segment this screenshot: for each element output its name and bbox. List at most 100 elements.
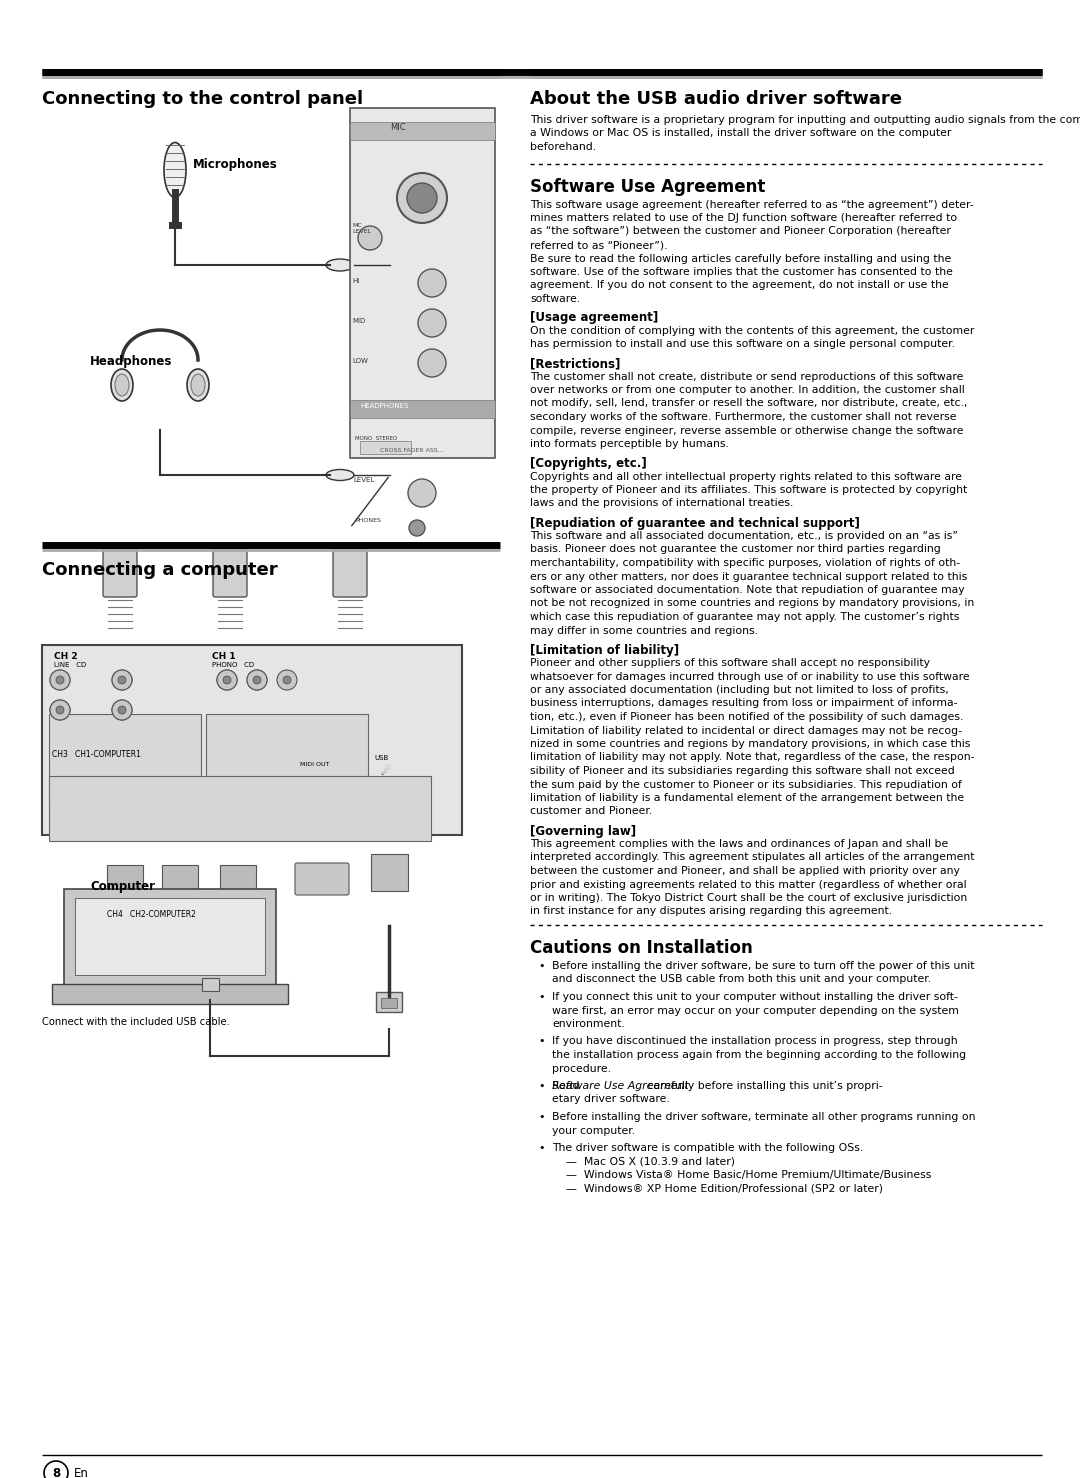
Text: Connecting to the control panel: Connecting to the control panel (42, 90, 363, 108)
Circle shape (253, 675, 261, 684)
Circle shape (112, 670, 132, 690)
Text: PHONO   CD: PHONO CD (212, 662, 254, 668)
Text: limitation of liability is a fundamental element of the arrangement between the: limitation of liability is a fundamental… (530, 794, 964, 803)
Text: Software Use Agreement: Software Use Agreement (530, 177, 766, 195)
Text: procedure.: procedure. (552, 1064, 611, 1073)
Circle shape (50, 670, 70, 690)
Text: the sum paid by the customer to Pioneer or its subsidiaries. This repudiation of: the sum paid by the customer to Pioneer … (530, 779, 962, 789)
Text: as “the software”) between the customer and Pioneer Corporation (hereafter: as “the software”) between the customer … (530, 226, 950, 236)
Text: software.: software. (530, 294, 580, 304)
Text: prior and existing agreements related to this matter (regardless of whether oral: prior and existing agreements related to… (530, 879, 967, 890)
FancyBboxPatch shape (202, 977, 218, 990)
Circle shape (283, 675, 291, 684)
Text: referred to as “Pioneer”).: referred to as “Pioneer”). (530, 239, 667, 250)
Text: has permission to install and use this software on a single personal computer.: has permission to install and use this s… (530, 338, 955, 349)
Text: the installation process again from the beginning according to the following: the installation process again from the … (552, 1049, 967, 1060)
FancyBboxPatch shape (381, 998, 397, 1008)
Text: This software usage agreement (hereafter referred to as “the agreement”) deter-: This software usage agreement (hereafter… (530, 200, 974, 210)
Text: •: • (538, 961, 544, 971)
Circle shape (118, 706, 126, 714)
Text: or in writing). The Tokyo District Court shall be the court of exclusive jurisdi: or in writing). The Tokyo District Court… (530, 893, 968, 903)
Text: —  Mac OS X (10.3.9 and later): — Mac OS X (10.3.9 and later) (566, 1156, 735, 1166)
Circle shape (253, 675, 261, 684)
Text: ers or any other matters, nor does it guarantee technical support related to thi: ers or any other matters, nor does it gu… (530, 572, 968, 581)
Text: LOW: LOW (352, 358, 368, 364)
Text: limitation of liability may not apply. Note that, regardless of the case, the re: limitation of liability may not apply. N… (530, 752, 974, 763)
Text: may differ in some countries and regions.: may differ in some countries and regions… (530, 625, 758, 636)
Circle shape (118, 675, 126, 684)
Text: into formats perceptible by humans.: into formats perceptible by humans. (530, 439, 729, 449)
Text: ware first, an error may occur on your computer depending on the system: ware first, an error may occur on your c… (552, 1005, 959, 1015)
Text: over networks or from one computer to another. In addition, the customer shall: over networks or from one computer to an… (530, 384, 964, 395)
FancyBboxPatch shape (376, 992, 402, 1012)
Text: business interruptions, damages resulting from loss or impairment of informa-: business interruptions, damages resultin… (530, 699, 958, 708)
Text: Connect with the included USB cable.: Connect with the included USB cable. (42, 1017, 230, 1027)
Text: basis. Pioneer does not guarantee the customer nor third parties regarding: basis. Pioneer does not guarantee the cu… (530, 544, 941, 554)
Text: [Restrictions]: [Restrictions] (530, 358, 620, 371)
Text: Headphones: Headphones (90, 355, 173, 368)
Circle shape (112, 670, 132, 690)
Text: between the customer and Pioneer, and shall be applied with priority over any: between the customer and Pioneer, and sh… (530, 866, 960, 876)
Text: LEVEL: LEVEL (353, 477, 375, 483)
Text: Be sure to read the following articles carefully before installing and using the: Be sure to read the following articles c… (530, 254, 951, 263)
Text: tion, etc.), even if Pioneer has been notified of the possibility of such damage: tion, etc.), even if Pioneer has been no… (530, 712, 963, 721)
Circle shape (217, 670, 237, 690)
Text: agreement. If you do not consent to the agreement, do not install or use the: agreement. If you do not consent to the … (530, 281, 948, 291)
Text: •: • (538, 992, 544, 1002)
Text: software. Use of the software implies that the customer has consented to the: software. Use of the software implies th… (530, 268, 953, 276)
Circle shape (397, 173, 447, 223)
Circle shape (222, 675, 231, 684)
Text: nized in some countries and regions by mandatory provisions, in which case this: nized in some countries and regions by m… (530, 739, 970, 749)
Text: About the USB audio driver software: About the USB audio driver software (530, 90, 902, 108)
Text: [Governing law]: [Governing law] (530, 825, 636, 838)
Circle shape (222, 675, 231, 684)
Text: sibility of Pioneer and its subsidiaries regarding this software shall not excee: sibility of Pioneer and its subsidiaries… (530, 766, 955, 776)
FancyBboxPatch shape (162, 865, 198, 894)
Text: This agreement complies with the laws and ordinances of Japan and shall be: This agreement complies with the laws an… (530, 840, 948, 848)
Circle shape (56, 675, 64, 684)
Circle shape (44, 1460, 68, 1478)
Text: If you have discontinued the installation process in progress, step through: If you have discontinued the installatio… (552, 1036, 958, 1046)
FancyBboxPatch shape (107, 865, 143, 894)
Text: PHONES: PHONES (355, 517, 381, 523)
Circle shape (247, 670, 267, 690)
Text: CH 2: CH 2 (54, 652, 78, 661)
Text: Cautions on Installation: Cautions on Installation (530, 939, 753, 956)
Text: En: En (75, 1468, 89, 1478)
Text: The driver software is compatible with the following OSs.: The driver software is compatible with t… (552, 1142, 863, 1153)
Text: —  Windows Vista® Home Basic/Home Premium/Ultimate/Business: — Windows Vista® Home Basic/Home Premium… (566, 1171, 931, 1179)
Circle shape (276, 670, 297, 690)
FancyBboxPatch shape (350, 108, 495, 458)
Circle shape (112, 701, 132, 720)
Text: whatsoever for damages incurred through use of or inability to use this software: whatsoever for damages incurred through … (530, 671, 970, 681)
Text: [Usage agreement]: [Usage agreement] (530, 312, 658, 325)
FancyBboxPatch shape (206, 714, 368, 801)
FancyBboxPatch shape (64, 888, 276, 986)
Circle shape (112, 701, 132, 720)
Text: Before installing the driver software, terminate all other programs running on: Before installing the driver software, t… (552, 1111, 975, 1122)
Text: LINE   CD: LINE CD (54, 662, 86, 668)
Text: This driver software is a proprietary program for inputting and outputting audio: This driver software is a proprietary pr… (530, 115, 1080, 126)
Text: Before installing the driver software, be sure to turn off the power of this uni: Before installing the driver software, b… (552, 961, 974, 971)
Ellipse shape (164, 142, 186, 198)
Text: If you connect this unit to your computer without installing the driver soft-: If you connect this unit to your compute… (552, 992, 958, 1002)
Text: Computer: Computer (90, 879, 156, 893)
Ellipse shape (114, 374, 129, 396)
Circle shape (56, 675, 64, 684)
Text: CH 1: CH 1 (212, 652, 235, 661)
Text: software or associated documentation. Note that repudiation of guarantee may: software or associated documentation. No… (530, 585, 964, 596)
Text: MID: MID (352, 318, 365, 324)
Text: MIDI OUT: MIDI OUT (300, 763, 329, 767)
Text: which case this repudiation of guarantee may not apply. The customer’s rights: which case this repudiation of guarantee… (530, 612, 959, 622)
Text: CH4   CH2-COMPUTER2: CH4 CH2-COMPUTER2 (107, 910, 195, 919)
Text: Connecting a computer: Connecting a computer (42, 562, 278, 579)
Text: •: • (538, 1036, 544, 1046)
FancyBboxPatch shape (350, 123, 495, 140)
Text: customer and Pioneer.: customer and Pioneer. (530, 807, 652, 816)
Text: The customer shall not create, distribute or send reproductions of this software: The customer shall not create, distribut… (530, 371, 963, 381)
Circle shape (50, 670, 70, 690)
Text: Copyrights and all other intellectual property rights related to this software a: Copyrights and all other intellectual pr… (530, 471, 962, 482)
Text: not modify, sell, lend, transfer or resell the software, nor distribute, create,: not modify, sell, lend, transfer or rese… (530, 399, 968, 408)
Text: mines matters related to use of the DJ function software (hereafter referred to: mines matters related to use of the DJ f… (530, 213, 957, 223)
Text: in first instance for any disputes arising regarding this agreement.: in first instance for any disputes arisi… (530, 906, 892, 916)
